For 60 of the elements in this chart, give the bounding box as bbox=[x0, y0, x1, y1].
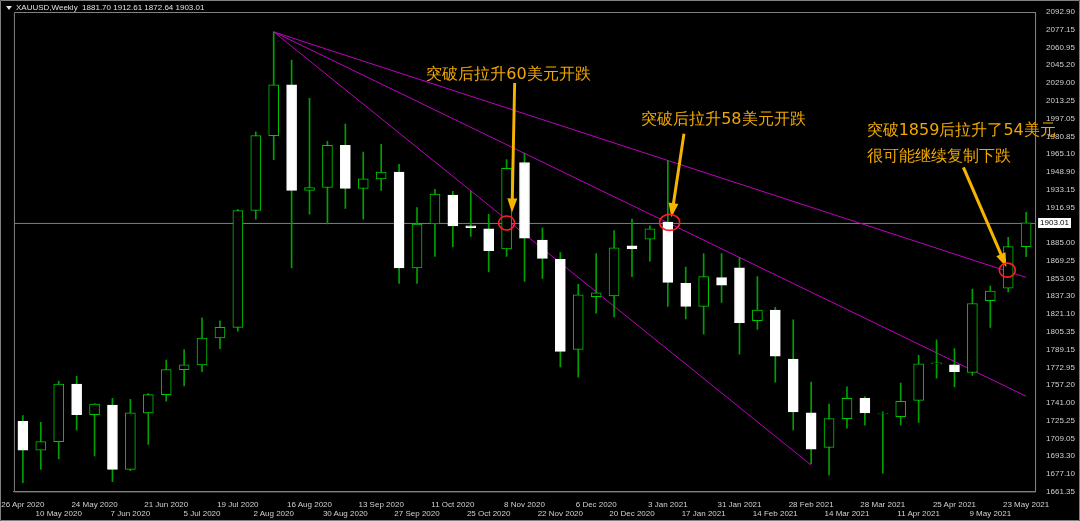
y-tick-label: 1805.35 bbox=[1046, 326, 1076, 336]
x-tick-label: 16 Aug 2020 bbox=[287, 500, 333, 509]
ref-line-label: 1903.01 bbox=[1040, 218, 1070, 228]
x-tick-label: 21 Jun 2020 bbox=[144, 500, 189, 509]
x-tick-label: 13 Sep 2020 bbox=[358, 500, 405, 509]
chart-title: XAUUSD,Weekly 1881.70 1912.61 1872.64 1903.01 bbox=[16, 3, 205, 12]
x-tick-label: 28 Feb 2021 bbox=[788, 500, 835, 509]
x-tick-label: 28 Mar 2021 bbox=[860, 500, 906, 509]
x-tick-label: 14 Feb 2021 bbox=[752, 508, 799, 518]
y-tick-label: 1837.30 bbox=[1046, 291, 1076, 301]
x-tick-label: 11 Apr 2021 bbox=[897, 508, 941, 518]
y-tick-label: 1693.30 bbox=[1046, 451, 1076, 461]
annotation: 突破后拉升58美元开跌 bbox=[641, 109, 806, 129]
x-tick-label: 23 May 2021 bbox=[1002, 500, 1050, 509]
x-tick-label: 5 Jul 2020 bbox=[183, 508, 222, 518]
y-tick-label: 1916.95 bbox=[1046, 202, 1076, 212]
y-tick-label: 2092.90 bbox=[1046, 7, 1076, 17]
x-tick-label: 17 Jan 2021 bbox=[681, 508, 727, 518]
x-tick-label: 6 Dec 2020 bbox=[575, 500, 618, 509]
x-tick-label: 8 Nov 2020 bbox=[504, 500, 546, 509]
y-tick-label: 1933.15 bbox=[1046, 184, 1076, 194]
y-tick-label: 1821.10 bbox=[1046, 309, 1076, 319]
y-tick-label: 2029.00 bbox=[1046, 78, 1076, 88]
y-tick-label: 2013.25 bbox=[1046, 95, 1076, 105]
x-tick-label: 7 Jun 2020 bbox=[110, 508, 151, 518]
y-tick-label: 1869.25 bbox=[1046, 255, 1076, 265]
x-tick-label: 31 Jan 2021 bbox=[717, 500, 763, 509]
x-tick-label: 11 Oct 2020 bbox=[431, 500, 475, 509]
x-tick-label: 10 May 2020 bbox=[35, 508, 83, 518]
y-tick-label: 1772.95 bbox=[1046, 362, 1076, 372]
y-tick-label: 1853.05 bbox=[1046, 273, 1076, 283]
y-tick-label: 1885.00 bbox=[1046, 238, 1076, 248]
y-tick-label: 1948.90 bbox=[1046, 167, 1076, 177]
annotation: 很可能继续复制下跌 bbox=[866, 145, 1011, 165]
y-tick-label: 1677.10 bbox=[1046, 469, 1076, 479]
x-tick-label: 24 May 2020 bbox=[71, 500, 119, 509]
y-tick-label: 1709.05 bbox=[1046, 433, 1076, 443]
annotation: 突破后拉升60美元开跌 bbox=[426, 64, 591, 84]
x-tick-label: 25 Oct 2020 bbox=[466, 508, 512, 518]
y-tick-label: 1741.00 bbox=[1046, 398, 1076, 408]
y-tick-label: 2045.20 bbox=[1046, 60, 1076, 70]
y-tick-label: 1997.05 bbox=[1046, 113, 1076, 123]
y-tick-label: 1965.10 bbox=[1046, 149, 1076, 159]
y-tick-label: 1757.20 bbox=[1046, 380, 1076, 390]
x-tick-label: 22 Nov 2020 bbox=[537, 508, 584, 518]
x-tick-label: 9 May 2021 bbox=[969, 508, 1012, 518]
y-tick-label: 1661.35 bbox=[1046, 486, 1076, 496]
x-tick-label: 20 Dec 2020 bbox=[609, 508, 656, 518]
x-tick-label: 26 Apr 2020 bbox=[1, 500, 45, 509]
x-tick-label: 3 Jan 2021 bbox=[648, 500, 689, 509]
x-tick-label: 14 Mar 2021 bbox=[824, 508, 870, 518]
x-tick-label: 30 Aug 2020 bbox=[322, 508, 369, 518]
x-tick-label: 19 Jul 2020 bbox=[217, 500, 260, 509]
y-tick-label: 1789.15 bbox=[1046, 344, 1076, 354]
x-tick-label: 27 Sep 2020 bbox=[394, 508, 441, 518]
y-tick-label: 2077.15 bbox=[1046, 24, 1076, 34]
x-tick-label: 25 Apr 2021 bbox=[932, 500, 977, 509]
x-tick-label: 2 Aug 2020 bbox=[253, 508, 295, 518]
y-tick-label: 2060.95 bbox=[1046, 42, 1076, 52]
y-tick-label: 1725.25 bbox=[1046, 415, 1076, 425]
